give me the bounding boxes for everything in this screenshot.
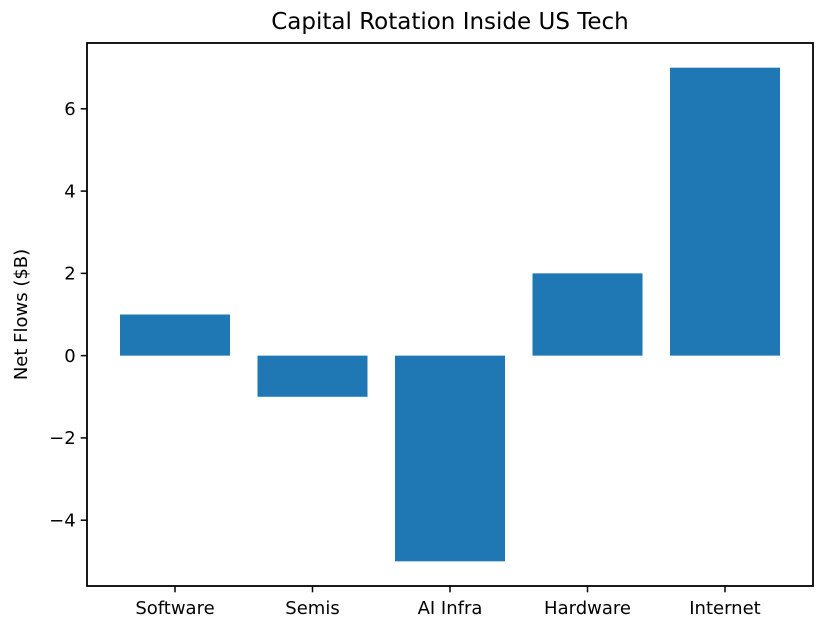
y-axis-label: Net Flows ($B) <box>11 249 32 380</box>
bar-internet <box>670 67 780 356</box>
x-axis-ticks: Software Semis AI Infra Hardware Internet <box>135 586 761 619</box>
bar-semis <box>257 355 368 397</box>
y-tick-label: 6 <box>64 99 75 120</box>
x-tick-label-semis: Semis <box>285 598 339 619</box>
y-tick-label: −2 <box>49 428 76 449</box>
x-tick-label-software: Software <box>135 598 214 619</box>
x-tick-label-internet: Internet <box>689 598 760 619</box>
y-tick-label: 2 <box>64 264 75 285</box>
bar-software <box>120 314 230 356</box>
x-tick-label-hardware: Hardware <box>544 598 631 619</box>
y-tick-label: 4 <box>64 181 75 202</box>
bar-ai-infra <box>395 355 505 562</box>
bar-hardware <box>532 273 643 356</box>
y-tick-label: 0 <box>64 346 75 367</box>
x-tick-label-ai-infra: AI Infra <box>418 598 483 619</box>
bars-group <box>120 67 780 562</box>
y-tick-label: −4 <box>49 510 76 531</box>
chart-title: Capital Rotation Inside US Tech <box>271 9 629 35</box>
y-axis-ticks: −4 −2 0 2 4 6 <box>49 99 87 531</box>
